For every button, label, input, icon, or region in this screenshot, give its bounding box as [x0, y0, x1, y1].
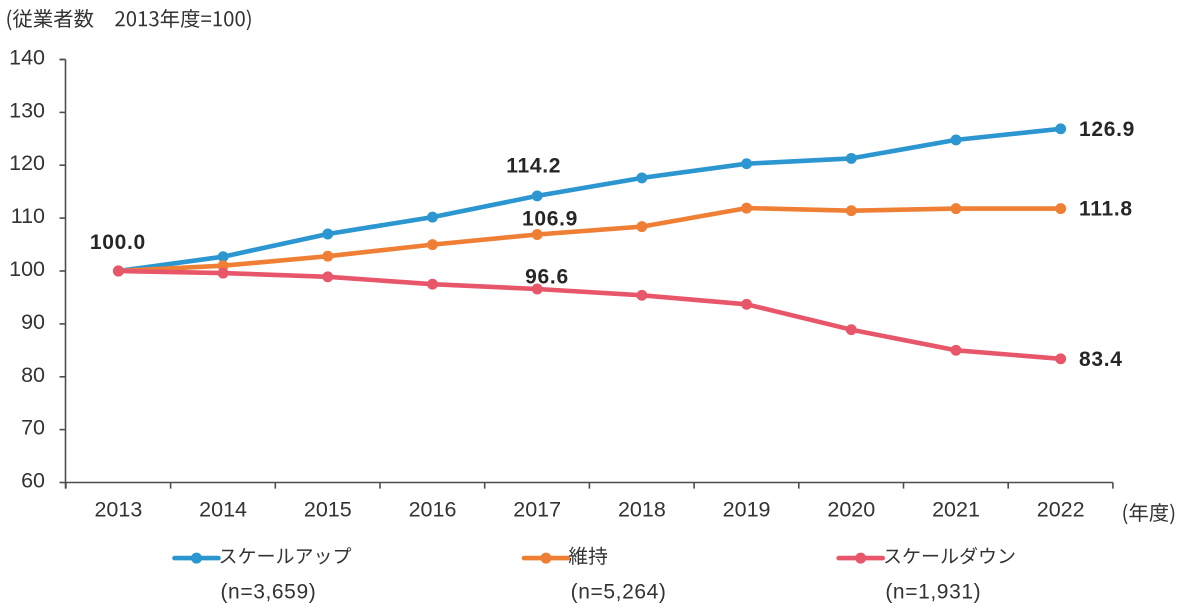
svg-text:110: 110 [11, 204, 45, 228]
svg-text:2015: 2015 [304, 498, 352, 522]
svg-text:90: 90 [21, 310, 45, 334]
svg-text:2020: 2020 [827, 498, 875, 522]
svg-text:2016: 2016 [409, 498, 457, 522]
svg-text:60: 60 [21, 469, 45, 493]
svg-text:2019: 2019 [723, 498, 771, 522]
svg-text:(n=3,659): (n=3,659) [220, 581, 316, 604]
svg-text:130: 130 [9, 98, 45, 122]
svg-text:114.2: 114.2 [506, 154, 561, 177]
svg-text:2017: 2017 [513, 498, 561, 522]
svg-text:106.9: 106.9 [522, 207, 578, 230]
svg-text:80: 80 [21, 363, 45, 387]
svg-text:96.6: 96.6 [525, 266, 569, 289]
svg-text:100: 100 [9, 257, 45, 281]
svg-text:111.8: 111.8 [1079, 198, 1133, 221]
svg-text:2021: 2021 [932, 498, 980, 522]
svg-text:126.9: 126.9 [1079, 118, 1135, 141]
svg-text:83.4: 83.4 [1079, 348, 1123, 371]
svg-text:70: 70 [21, 416, 45, 440]
svg-text:2022: 2022 [1037, 498, 1085, 522]
svg-text:2014: 2014 [199, 498, 247, 522]
svg-text:2013: 2013 [94, 498, 142, 522]
svg-text:140: 140 [9, 46, 45, 70]
svg-text:(n=5,264): (n=5,264) [571, 581, 667, 604]
svg-text:120: 120 [9, 151, 45, 175]
svg-text:100.0: 100.0 [90, 231, 146, 254]
svg-text:2018: 2018 [618, 498, 666, 522]
svg-text:(n=1,931): (n=1,931) [885, 581, 981, 604]
